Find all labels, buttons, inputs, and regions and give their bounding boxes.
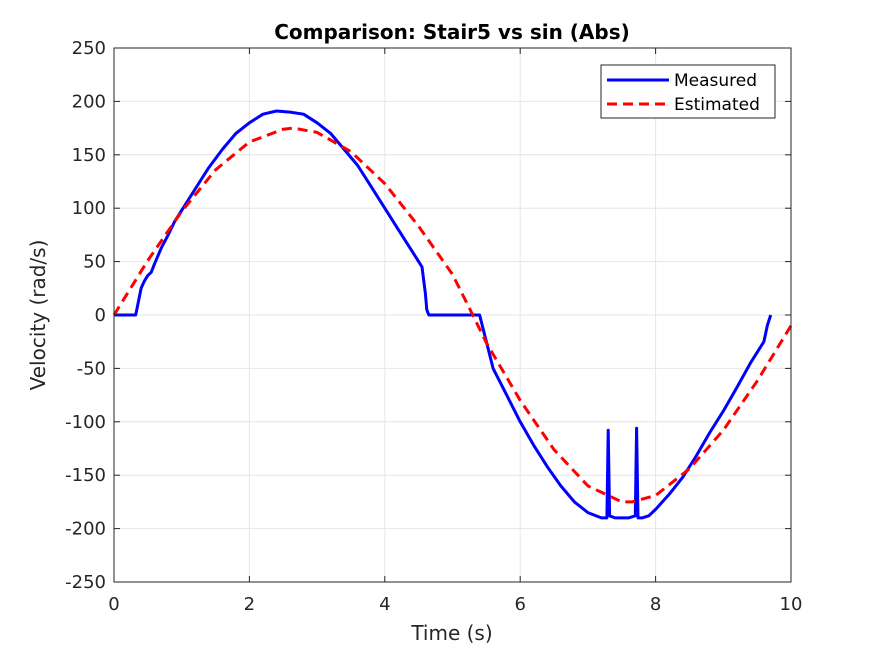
y-tick-label: 100 (72, 198, 106, 219)
legend-label-estimated: Estimated (674, 95, 760, 115)
legend: Measured Estimated (600, 64, 776, 119)
x-tick-label: 8 (650, 594, 661, 615)
legend-box (600, 64, 776, 119)
chart-title: Comparison: Stair5 vs sin (Abs) (274, 20, 630, 44)
series-layer (112, 109, 793, 520)
axis-ticks: 0 2 4 6 8 10 250 200 150 100 50 0 -50 -100 -150 -200 -25… (65, 38, 802, 615)
y-tick-label: 250 (72, 38, 106, 59)
x-tick-label: 4 (379, 594, 390, 615)
y-tick-label: -100 (65, 412, 106, 433)
y-tick-label: 150 (72, 145, 106, 166)
y-tick-label: -50 (77, 358, 106, 379)
series-line-estimated (112, 126, 793, 504)
y-tick-label: -200 (65, 519, 106, 540)
x-tick-label: 10 (780, 594, 803, 615)
x-axis-label: Time (s) (410, 621, 492, 645)
x-tick-label: 0 (108, 594, 119, 615)
legend-label-measured: Measured (674, 71, 757, 91)
y-axis-label: Velocity (rad/s) (26, 240, 50, 391)
x-tick-label: 6 (514, 594, 525, 615)
y-tick-label: 0 (95, 305, 106, 326)
y-tick-label: 50 (83, 252, 106, 273)
y-tick-label: -250 (65, 572, 106, 593)
x-tick-label: 2 (244, 594, 255, 615)
y-tick-label: -150 (65, 465, 106, 486)
y-tick-label: 200 (72, 91, 106, 112)
